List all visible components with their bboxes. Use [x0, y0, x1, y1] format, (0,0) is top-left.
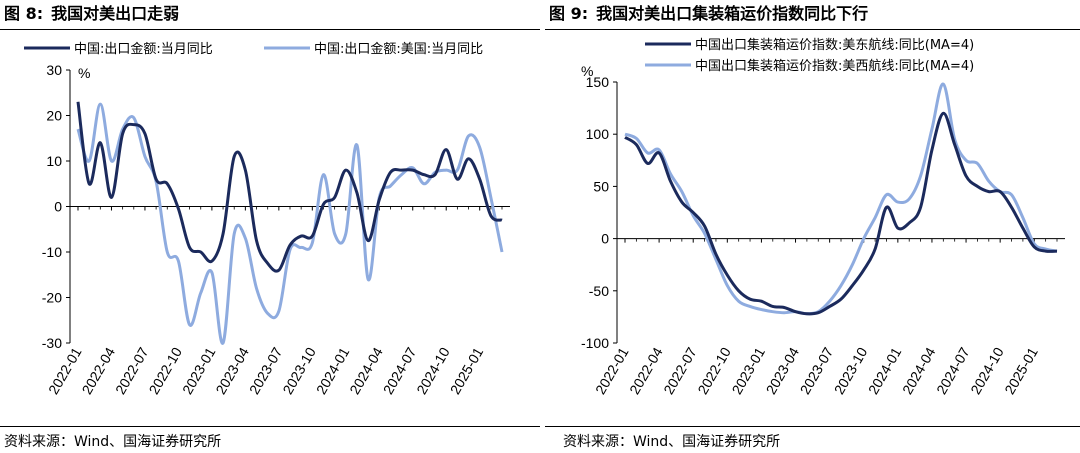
line-chart: -100-50050100150%2022-012022-042022-0720…	[581, 37, 1065, 397]
source-note: 资料来源：Wind、国海证券研究所	[4, 434, 222, 450]
y-unit-label: %	[581, 63, 593, 79]
y-tick-label: 0	[601, 231, 609, 247]
figure-title: 图 8: 我国对美出口走弱	[4, 0, 179, 28]
series-line-0	[76, 101, 503, 273]
legend-label: 中国:出口金额:当月同比	[74, 41, 213, 57]
y-tick-label: 150	[586, 74, 610, 90]
figure-title: 图 9: 我国对美出口集装箱运价指数同比下行	[549, 0, 868, 28]
y-tick-label: 10	[46, 153, 62, 169]
title-rule	[545, 29, 1080, 30]
y-tick-label: 20	[46, 108, 62, 124]
x-tick-label: 2025-01	[447, 344, 487, 397]
legend-label: 中国出口集装箱运价指数:美东航线:同比(MA=4)	[695, 37, 974, 53]
figure-title-text: 我国对美出口集装箱运价指数同比下行	[596, 4, 869, 23]
legend-label: 中国:出口金额:美国:当月同比	[314, 41, 483, 57]
figure-label: 图 8:	[4, 4, 44, 23]
y-tick-label: -10	[42, 244, 62, 260]
y-unit-label: %	[78, 65, 90, 81]
figure-label: 图 9:	[549, 4, 589, 23]
source-note: 资料来源：Wind、国海证券研究所	[563, 434, 781, 450]
figure-title-text: 我国对美出口走弱	[51, 4, 180, 23]
chart-panel-right: 图 9: 我国对美出口集装箱运价指数同比下行 -100 -50 0 50 100 150% 2…	[545, 0, 1080, 453]
y-tick-label: -20	[42, 290, 62, 306]
y-tick-label: 0	[54, 199, 62, 215]
chart-panel-left: 图 8: 我国对美出口走弱 -30 -20 -10 0 10 20 30% 2022-01 202…	[0, 0, 540, 450]
y-tick-label: 50	[593, 178, 609, 194]
series-line-1	[624, 82, 1058, 316]
source-rule	[545, 426, 1080, 427]
y-tick-label: -50	[589, 283, 609, 299]
y-tick-label: -100	[581, 335, 609, 351]
y-tick-label: 100	[586, 126, 610, 142]
x-tick-label: 2025-01	[1001, 344, 1041, 397]
legend-label: 中国出口集装箱运价指数:美西航线:同比(MA=4)	[695, 58, 974, 74]
title-rule	[0, 29, 540, 30]
y-tick-label: -30	[42, 335, 62, 351]
y-tick-label: 30	[46, 62, 62, 78]
series-line-1	[76, 102, 504, 345]
series-line-0	[624, 111, 1058, 316]
source-rule	[0, 426, 540, 427]
